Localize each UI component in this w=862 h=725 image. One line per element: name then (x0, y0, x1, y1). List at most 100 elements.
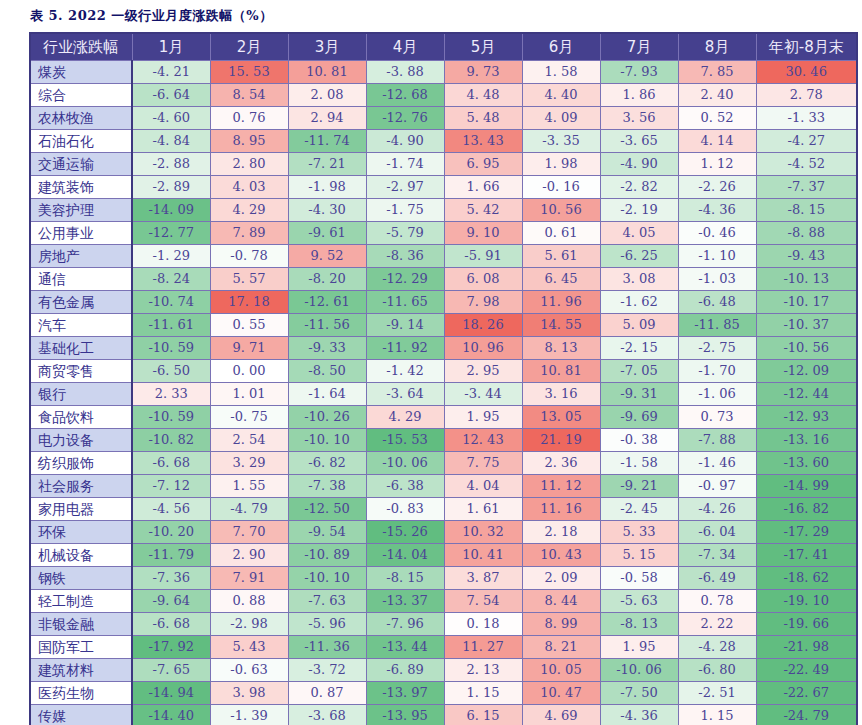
value-cell: -10. 56 (756, 337, 857, 360)
value-cell: 2. 18 (522, 521, 600, 544)
industry-label: 商贸零售 (30, 360, 132, 383)
table-row: 轻工制造-9. 640. 88-7. 63-13. 377. 548. 44-5… (30, 590, 857, 613)
industry-label: 钢铁 (30, 567, 132, 590)
value-cell: 4. 03 (210, 176, 288, 199)
table-row: 社会服务-7. 121. 55-7. 38-6. 384. 0411. 12-9… (30, 475, 857, 498)
value-cell: -4. 30 (288, 199, 366, 222)
value-cell: -9. 14 (366, 314, 444, 337)
value-cell: 0. 18 (444, 613, 522, 636)
value-cell: -13. 37 (366, 590, 444, 613)
value-cell: -6. 64 (132, 84, 210, 107)
value-cell: 1. 55 (210, 475, 288, 498)
industry-label: 通信 (30, 268, 132, 291)
table-row: 农林牧渔-4. 600. 762. 94-12. 765. 484. 093. … (30, 107, 857, 130)
value-cell: -1. 33 (756, 107, 857, 130)
value-cell: -7. 36 (132, 567, 210, 590)
value-cell: -1. 10 (678, 245, 756, 268)
value-cell: -1. 74 (366, 153, 444, 176)
value-cell: 2. 80 (210, 153, 288, 176)
value-cell: 1. 95 (600, 636, 678, 659)
value-cell: -2. 26 (678, 176, 756, 199)
value-cell: -12. 29 (366, 268, 444, 291)
value-cell: 2. 33 (132, 383, 210, 406)
value-cell: 17. 18 (210, 291, 288, 314)
value-cell: -7. 50 (600, 682, 678, 705)
value-cell: -1. 42 (366, 360, 444, 383)
industry-label: 石油石化 (30, 130, 132, 153)
value-cell: -6. 25 (600, 245, 678, 268)
value-cell: -1. 64 (288, 383, 366, 406)
value-cell: 14. 55 (522, 314, 600, 337)
value-cell: -10. 20 (132, 521, 210, 544)
value-cell: -4. 26 (678, 498, 756, 521)
value-cell: 13. 43 (444, 130, 522, 153)
industry-label: 综合 (30, 84, 132, 107)
value-cell: -5. 91 (444, 245, 522, 268)
value-cell: 10. 81 (288, 61, 366, 84)
value-cell: -0. 58 (600, 567, 678, 590)
table-row: 国防军工-17. 925. 43-11. 36-13. 4411. 278. 2… (30, 636, 857, 659)
value-cell: 3. 16 (522, 383, 600, 406)
column-header: 7月 (600, 33, 678, 61)
industry-label: 环保 (30, 521, 132, 544)
value-cell: 7. 75 (444, 452, 522, 475)
value-cell: -19. 66 (756, 613, 857, 636)
value-cell: -2. 82 (600, 176, 678, 199)
value-cell: -6. 49 (678, 567, 756, 590)
value-cell: -11. 79 (132, 544, 210, 567)
industry-label: 轻工制造 (30, 590, 132, 613)
value-cell: -19. 10 (756, 590, 857, 613)
value-cell: 0. 55 (210, 314, 288, 337)
value-cell: 0. 00 (210, 360, 288, 383)
value-cell: -2. 88 (132, 153, 210, 176)
value-cell: -11. 92 (366, 337, 444, 360)
value-cell: 5. 15 (600, 544, 678, 567)
industry-label: 国防军工 (30, 636, 132, 659)
value-cell: 7. 98 (444, 291, 522, 314)
value-cell: 1. 01 (210, 383, 288, 406)
value-cell: -12. 77 (132, 222, 210, 245)
value-cell: 4. 14 (678, 130, 756, 153)
value-cell: -12. 93 (756, 406, 857, 429)
value-cell: -0. 63 (210, 659, 288, 682)
value-cell: 4. 09 (522, 107, 600, 130)
value-cell: -12. 61 (288, 291, 366, 314)
value-cell: 6. 08 (444, 268, 522, 291)
table-title: 表 5. 2022 一级行业月度涨跌幅（%） (30, 7, 862, 25)
value-cell: -13. 95 (366, 705, 444, 725)
value-cell: 2. 13 (444, 659, 522, 682)
value-cell: -11. 61 (132, 314, 210, 337)
value-cell: 10. 32 (444, 521, 522, 544)
value-cell: -0. 97 (678, 475, 756, 498)
value-cell: -6. 04 (678, 521, 756, 544)
value-cell: -8. 13 (600, 613, 678, 636)
value-cell: -0. 75 (210, 406, 288, 429)
value-cell: -3. 64 (366, 383, 444, 406)
value-cell: 1. 15 (678, 705, 756, 725)
value-cell: 2. 08 (288, 84, 366, 107)
industry-label: 交通运输 (30, 153, 132, 176)
value-cell: -7. 37 (756, 176, 857, 199)
value-cell: 0. 78 (678, 590, 756, 613)
table-row: 钢铁-7. 367. 91-10. 10-8. 153. 872. 09-0. … (30, 567, 857, 590)
value-cell: -9. 33 (288, 337, 366, 360)
value-cell: -14. 94 (132, 682, 210, 705)
value-cell: 1. 61 (444, 498, 522, 521)
value-cell: 6. 95 (444, 153, 522, 176)
value-cell: -2. 98 (210, 613, 288, 636)
industry-label: 医药生物 (30, 682, 132, 705)
value-cell: -0. 78 (210, 245, 288, 268)
value-cell: 2. 40 (678, 84, 756, 107)
value-cell: -14. 09 (132, 199, 210, 222)
value-cell: -10. 10 (288, 429, 366, 452)
header-row: 行业涨跌幅1月2月3月4月5月6月7月8月年初-8月末 (30, 33, 857, 61)
value-cell: 2. 09 (522, 567, 600, 590)
value-cell: -10. 59 (132, 406, 210, 429)
industry-label: 建筑材料 (30, 659, 132, 682)
value-cell: 5. 61 (522, 245, 600, 268)
value-cell: -1. 75 (366, 199, 444, 222)
value-cell: -10. 06 (366, 452, 444, 475)
value-cell: -5. 96 (288, 613, 366, 636)
column-header: 4月 (366, 33, 444, 61)
value-cell: 7. 85 (678, 61, 756, 84)
